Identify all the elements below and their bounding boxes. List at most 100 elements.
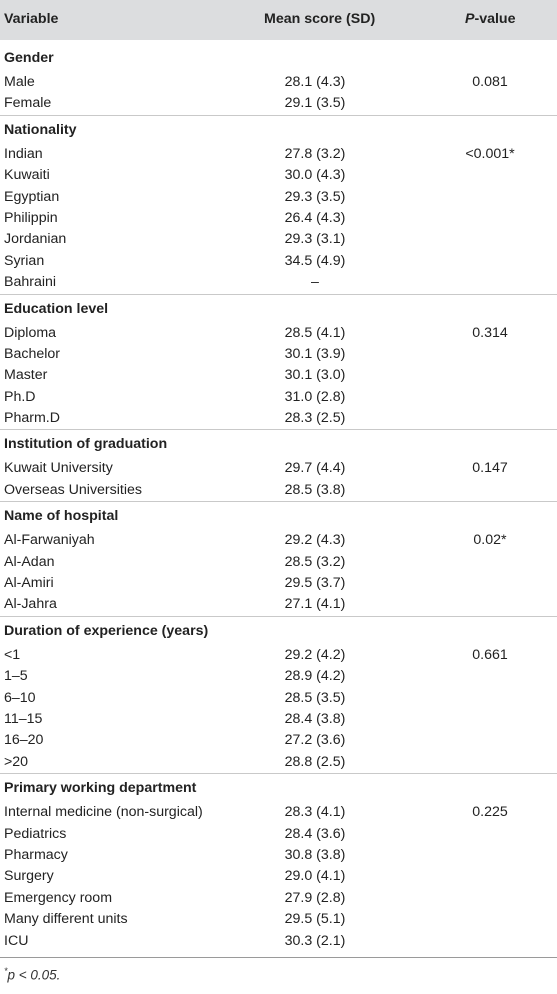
row-label: Kuwait University [4, 460, 113, 477]
row-mean-score: – [311, 274, 319, 291]
row-p-value: 0.225 [472, 804, 508, 821]
row-mean-score: 30.1 (3.0) [284, 367, 346, 384]
row-label: Internal medicine (non-surgical) [4, 804, 203, 821]
table-row: Overseas Universities 28.5 (3.8) [0, 480, 557, 501]
row-label: Al-Adan [4, 553, 55, 570]
row-label: <1 [4, 646, 21, 663]
table-row: Pharmacy 30.8 (3.8) [0, 845, 557, 866]
row-mean-score: 28.5 (3.2) [284, 553, 346, 570]
row-label: Pediatrics [4, 825, 67, 842]
section-heading: Primary working department [0, 773, 557, 802]
row-label: Al-Jahra [4, 596, 57, 613]
header-p-suffix: -value [474, 11, 516, 27]
row-label: 1–5 [4, 668, 28, 685]
footnote-text: p < 0.05. [7, 967, 61, 983]
row-label: Surgery [4, 868, 54, 885]
table-row: Diploma 28.5 (4.1) 0.314 [0, 323, 557, 344]
table-row: Bahraini – [0, 272, 557, 293]
section-title: Gender [4, 50, 54, 66]
row-mean-score: 29.0 (4.1) [284, 868, 346, 885]
row-label: Jordanian [4, 231, 67, 248]
row-label: Syrian [4, 252, 45, 269]
row-mean-score: 26.4 (4.3) [284, 209, 346, 226]
row-label: Indian [4, 145, 43, 162]
row-label: Pharm.D [4, 410, 60, 427]
row-mean-score: 29.7 (4.4) [284, 460, 346, 477]
table-row: Surgery 29.0 (4.1) [0, 866, 557, 887]
row-p-value: 0.081 [472, 74, 508, 90]
table-row: ICU 30.3 (2.1) [0, 931, 557, 952]
header-mean-score: Mean score (SD) [264, 11, 376, 27]
row-label: 16–20 [4, 732, 44, 749]
table-row: Al-Jahra 27.1 (4.1) [0, 594, 557, 615]
row-label: Bachelor [4, 345, 60, 362]
row-mean-score: 28.1 (4.3) [284, 74, 346, 90]
table-row: Kuwaiti 30.0 (4.3) [0, 165, 557, 186]
row-label: Master [4, 367, 48, 384]
row-mean-score: 34.5 (4.9) [284, 252, 346, 269]
row-label: Philippin [4, 209, 58, 226]
row-mean-score: 27.8 (3.2) [284, 145, 346, 162]
row-mean-score: 30.1 (3.9) [284, 345, 346, 362]
row-label: Female [4, 95, 52, 112]
table-body: Gender Male 28.1 (4.3) 0.081 Female 29.1 (3.5… [0, 44, 557, 952]
table-row: Pharm.D 28.3 (2.5) [0, 408, 557, 429]
table-row: Internal medicine (non-surgical) 28.3 (4.… [0, 802, 557, 823]
table-row: 6–10 28.5 (3.5) [0, 688, 557, 709]
row-mean-score: 31.0 (2.8) [284, 388, 346, 405]
row-mean-score: 28.3 (2.5) [284, 410, 346, 427]
row-p-value: 0.147 [472, 460, 508, 477]
row-mean-score: 30.0 (4.3) [284, 167, 346, 184]
section-title: Name of hospital [4, 508, 119, 525]
row-label: Emergency room [4, 889, 113, 906]
table-row: Ph.D 31.0 (2.8) [0, 387, 557, 408]
row-mean-score: 27.9 (2.8) [284, 889, 346, 906]
table-row: Pediatrics 28.4 (3.6) [0, 824, 557, 845]
row-mean-score: 28.3 (4.1) [284, 804, 346, 821]
row-label: ICU [4, 932, 29, 949]
table-row: 16–20 27.2 (3.6) [0, 730, 557, 751]
row-mean-score: 28.5 (4.1) [284, 324, 346, 341]
row-label: Overseas Universities [4, 481, 142, 498]
table-row: Master 30.1 (3.0) [0, 365, 557, 386]
row-mean-score: 29.2 (4.3) [284, 532, 346, 549]
row-label: Bahraini [4, 274, 57, 291]
row-mean-score: 28.4 (3.8) [284, 710, 346, 727]
row-mean-score: 29.5 (5.1) [284, 911, 346, 928]
header-variable: Variable [4, 11, 59, 27]
section-heading: Gender [0, 44, 557, 72]
row-p-value: 0.314 [472, 324, 508, 341]
row-mean-score: 29.3 (3.5) [284, 188, 346, 205]
header-p-value: P-value [465, 11, 515, 27]
table-row: Philippin 26.4 (4.3) [0, 208, 557, 229]
table-row: Many different units 29.5 (5.1) [0, 909, 557, 930]
row-mean-score: 30.8 (3.8) [284, 846, 346, 863]
section-title: Primary working department [4, 780, 197, 797]
row-label: Kuwaiti [4, 167, 50, 184]
row-label: >20 [4, 753, 29, 770]
section-title: Education level [4, 300, 109, 317]
row-mean-score: 28.5 (3.8) [284, 481, 346, 498]
row-label: Diploma [4, 324, 57, 341]
table-row: Female 29.1 (3.5) [0, 93, 557, 114]
section-heading: Education level [0, 293, 557, 323]
table-row: Al-Farwaniyah 29.2 (4.3) 0.02* [0, 530, 557, 551]
table-row: Egyptian 29.3 (3.5) [0, 187, 557, 208]
row-p-value: 0.661 [472, 646, 508, 663]
table-row: 11–15 28.4 (3.8) [0, 709, 557, 730]
footnote-marker: * [4, 966, 8, 976]
row-label: Ph.D [4, 388, 36, 405]
row-label: Male [4, 74, 35, 90]
table-row: Emergency room 27.9 (2.8) [0, 888, 557, 909]
table-row: <1 29.2 (4.2) 0.661 [0, 645, 557, 666]
row-mean-score: 27.1 (4.1) [284, 596, 346, 613]
table-row: Male 28.1 (4.3) 0.081 [0, 72, 557, 93]
row-label: Pharmacy [4, 846, 68, 863]
table-row: 1–5 28.9 (4.2) [0, 666, 557, 687]
section-heading: Name of hospital [0, 501, 557, 530]
row-p-value: <0.001* [465, 145, 515, 162]
section-heading: Nationality [0, 114, 557, 144]
row-mean-score: 30.3 (2.1) [284, 932, 346, 949]
section-heading: Institution of graduation [0, 429, 557, 458]
